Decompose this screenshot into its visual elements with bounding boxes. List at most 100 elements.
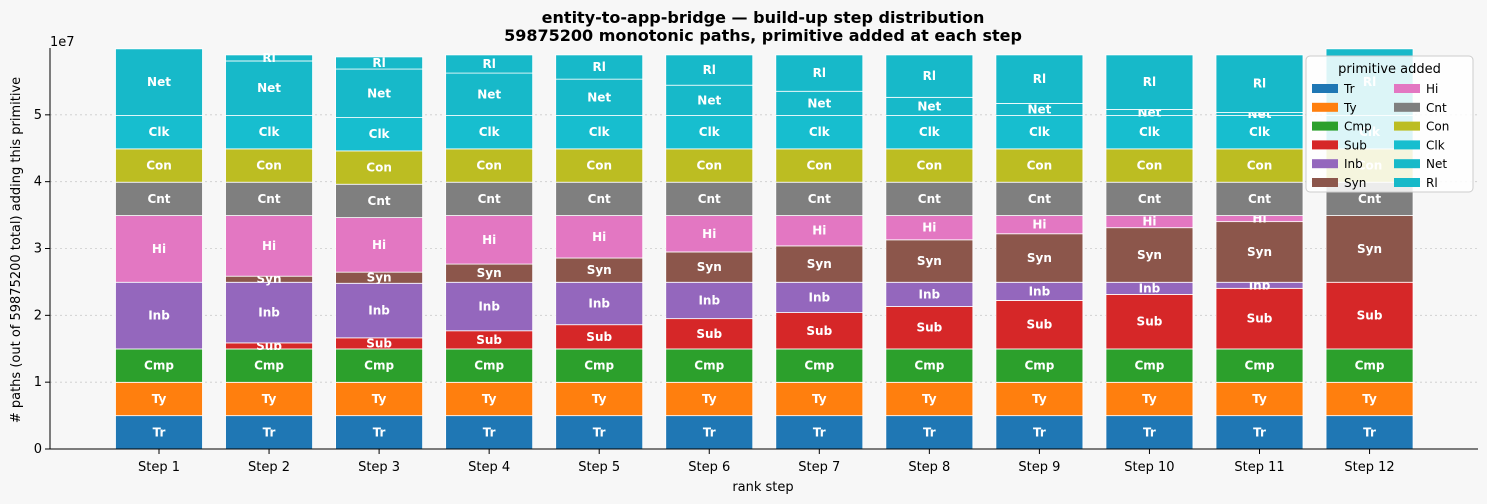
segment-label: Con xyxy=(807,159,833,173)
segment-label: Net xyxy=(697,93,721,107)
segment-label: Cmp xyxy=(1355,359,1385,373)
segment-label: Ty xyxy=(1252,392,1267,406)
bar-segment-clk xyxy=(555,115,644,150)
segment-label: Inb xyxy=(478,300,500,314)
segment-label: Clk xyxy=(259,125,281,139)
legend-swatch xyxy=(1312,84,1338,93)
segment-label: Net xyxy=(257,81,281,95)
bar-segment-clk xyxy=(1215,115,1304,150)
segment-label: Hi xyxy=(152,242,166,256)
segment-label: Cmp xyxy=(254,359,284,373)
bar-segment-sub xyxy=(665,318,754,350)
segment-label: Inb xyxy=(368,304,390,318)
segment-label: Clk xyxy=(1029,125,1051,139)
legend-swatch xyxy=(1394,159,1420,169)
segment-label: Syn xyxy=(1137,248,1162,262)
segment-label: Clk xyxy=(1139,125,1161,139)
bar-segment-tr xyxy=(665,415,754,450)
segment-label: Ty xyxy=(372,392,387,406)
segment-label: Cnt xyxy=(147,192,170,206)
segment-label: Rl xyxy=(372,56,385,70)
bar-segment-inb xyxy=(775,281,864,313)
x-tick-label: Step 10 xyxy=(1124,460,1174,475)
segment-label: Net xyxy=(807,96,831,110)
segment-label: Cnt xyxy=(1358,192,1381,206)
bar-segment-tr xyxy=(115,415,203,450)
bar-segment-rl xyxy=(225,54,313,62)
bar-segment-cnt xyxy=(995,181,1084,216)
bar-segment-ty xyxy=(1325,381,1414,417)
bar-segment-ty xyxy=(1215,381,1304,417)
segment-label: Net xyxy=(917,99,941,113)
segment-label: Cmp xyxy=(694,359,724,373)
segment-label: Syn xyxy=(1357,242,1382,256)
legend-entry-label: Inb xyxy=(1344,157,1363,171)
bar-segment-rl xyxy=(885,54,974,98)
segment-label: Syn xyxy=(477,266,502,280)
legend-swatch xyxy=(1394,121,1420,131)
segment-label: Ty xyxy=(702,392,717,406)
segment-label: Syn xyxy=(697,260,722,274)
legend-entry-label: Cmp xyxy=(1344,120,1372,134)
y-offset-label: 1e7 xyxy=(50,35,75,50)
legend-entry-label: Ty xyxy=(1343,101,1357,115)
legend-swatch xyxy=(1312,121,1338,131)
bar-segment-inb xyxy=(115,281,203,350)
bar-segment-clk xyxy=(995,115,1084,150)
bar-segment-ty xyxy=(115,381,203,417)
segment-label: Tr xyxy=(593,425,606,439)
segment-label: Ty xyxy=(812,392,827,406)
segment-label: Cmp xyxy=(804,359,834,373)
segment-label: Rl xyxy=(1033,72,1046,86)
segment-label: Inb xyxy=(698,293,720,307)
legend-swatch xyxy=(1312,178,1338,187)
segment-label: Rl xyxy=(703,63,716,77)
bar-segment-con xyxy=(995,148,1084,183)
bar-segment-sub xyxy=(1215,287,1304,350)
segment-label: Tr xyxy=(483,425,496,439)
x-axis-label: rank step xyxy=(732,480,793,495)
bar-segment-syn xyxy=(1215,221,1304,283)
y-tick-label: 5 xyxy=(34,108,42,123)
bar-segment-cmp xyxy=(1105,348,1194,383)
segment-label: Inb xyxy=(808,290,830,304)
bar-segment-cmp xyxy=(225,348,313,383)
legend-title: primitive added xyxy=(1338,62,1441,77)
segment-label: Inb xyxy=(258,306,280,320)
bar-segment-con xyxy=(115,148,203,183)
x-tick-label: Step 12 xyxy=(1344,460,1394,475)
segment-label: Ty xyxy=(262,392,277,406)
bar-segment-sub xyxy=(1105,293,1194,350)
x-tick-label: Step 2 xyxy=(248,460,290,475)
segment-label: Rl xyxy=(813,66,826,80)
bar-segment-con xyxy=(555,148,644,183)
bar-segment-ty xyxy=(885,381,974,417)
segment-label: Con xyxy=(917,159,943,173)
segment-label: Rl xyxy=(482,57,495,71)
bar-segment-syn xyxy=(885,239,974,283)
segment-label: Cnt xyxy=(478,192,501,206)
segment-label: Sub xyxy=(1357,309,1383,323)
legend-swatch xyxy=(1394,102,1420,112)
legend: primitive added Tr Ty Cmp Sub Inb Syn Hi Cnt Con C… xyxy=(1305,55,1474,193)
segment-label: Syn xyxy=(367,271,392,285)
segment-label: Hi xyxy=(262,239,276,253)
bar-segment-cnt xyxy=(445,181,534,216)
bar-segment-clk xyxy=(775,115,864,150)
bar-segment-con xyxy=(665,148,754,183)
segment-label: Ty xyxy=(1032,392,1047,406)
bar-segment-cmp xyxy=(445,348,534,383)
x-tick-label: Step 8 xyxy=(908,460,950,475)
segment-label: Clk xyxy=(369,127,391,141)
bar-segment-rl xyxy=(335,56,424,70)
segment-label: Sub xyxy=(916,321,942,335)
bar-segment-cnt xyxy=(335,183,424,218)
segment-label: Cmp xyxy=(364,359,394,373)
segment-label: Tr xyxy=(923,425,936,439)
segment-label: Con xyxy=(1247,159,1273,173)
bar-segment-cmp xyxy=(1215,348,1304,383)
bar-segment-clk xyxy=(885,115,974,150)
bar-segment-inb xyxy=(665,281,754,320)
bar-segment-hi xyxy=(665,215,754,253)
bar-segment-clk xyxy=(445,115,534,150)
